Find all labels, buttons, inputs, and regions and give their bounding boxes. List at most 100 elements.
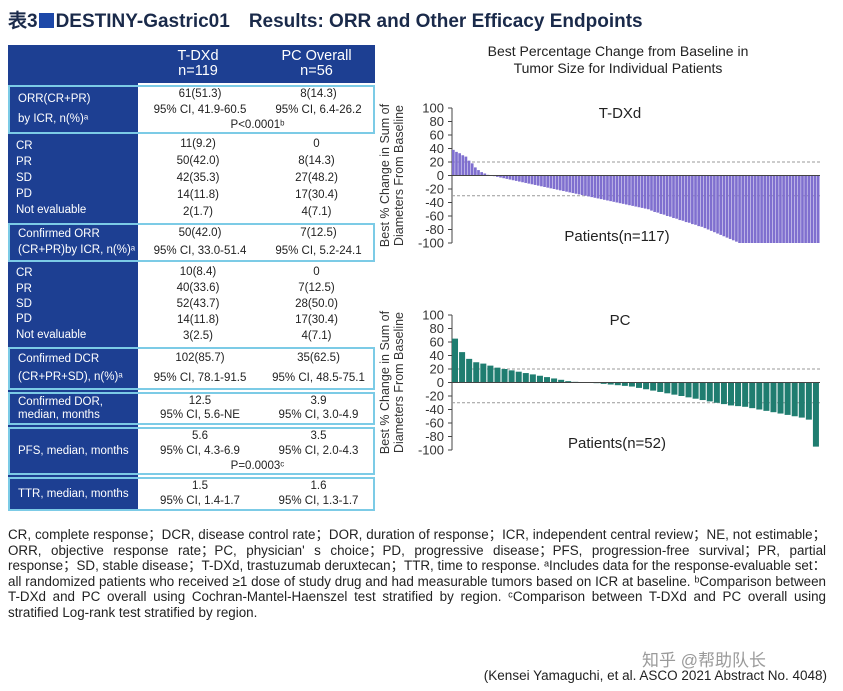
- bar: [713, 382, 720, 403]
- bar: [706, 175, 710, 230]
- bar: [540, 175, 543, 187]
- bar: [801, 175, 804, 243]
- bar: [452, 338, 459, 383]
- header-marker: [38, 13, 54, 28]
- bar: [731, 175, 735, 241]
- bar: [678, 175, 682, 221]
- cell-line: 8(14.3): [300, 88, 337, 101]
- bar: [692, 382, 699, 399]
- cell-line: 61(51.3): [178, 88, 222, 101]
- column-header-line: n=119: [178, 63, 218, 79]
- bar: [700, 175, 704, 227]
- cell-line: 95% CI, 3.0-4.9: [278, 409, 359, 422]
- bar: [530, 175, 534, 185]
- bar: [521, 175, 524, 183]
- bar: [499, 175, 502, 178]
- bar: [756, 382, 763, 410]
- y-tick-label: -60: [425, 416, 444, 431]
- bar: [508, 175, 512, 180]
- cell-line: 50(42.0): [178, 227, 222, 240]
- cell-line: 95% CI, 41.9-60.5: [153, 103, 247, 116]
- bar: [725, 175, 729, 238]
- cell-line: 3.9: [310, 394, 327, 407]
- bar: [536, 175, 540, 186]
- bar: [782, 175, 785, 243]
- bar: [461, 155, 465, 176]
- bar: [685, 382, 692, 398]
- row-label-line: (CR+PR)by ICR, n(%)ᵃ: [18, 243, 136, 256]
- y-axis-label: Best % Change in Sum of: [378, 103, 392, 247]
- row-label-line: ORR(CR+PR): [18, 92, 91, 105]
- bar: [742, 382, 749, 407]
- bar: [496, 175, 499, 177]
- y-axis-label: Diameters From Baseline: [392, 312, 406, 453]
- bar: [618, 175, 622, 204]
- bar: [558, 379, 565, 383]
- cell: 1.5 95% CI, 1.4-1.7: [140, 479, 260, 509]
- row-label-line: Confirmed DCR: [18, 353, 100, 366]
- cell-line: 95% CI, 5.2-24.1: [275, 244, 362, 257]
- bar: [631, 175, 634, 206]
- bar: [628, 382, 635, 387]
- figure-title: Tumor Size for Individual Patients: [514, 60, 723, 76]
- bar: [577, 175, 581, 195]
- column-header: PC Overall n=56: [258, 45, 375, 83]
- cell-line: 102(85.7): [175, 352, 225, 365]
- cell: 10(8.4) 40(33.6) 52(43.7) 14(11.8) 3(2.5): [138, 264, 258, 345]
- cell-line: 35(62.5): [297, 352, 340, 365]
- cell-line: 95% CI, 33.0-51.4: [153, 244, 247, 257]
- bar: [772, 175, 776, 243]
- bar: [706, 382, 713, 402]
- citation: (Kensei Yamaguchi, et al. ASCO 2021 Abst…: [483, 668, 827, 683]
- bar: [769, 175, 773, 243]
- bar: [549, 175, 553, 189]
- y-tick-label: 100: [422, 308, 444, 323]
- bar: [458, 153, 461, 176]
- bar: [464, 156, 468, 176]
- bar: [477, 170, 480, 176]
- row-label-line: (CR+PR+SD), n(%)ᵃ: [18, 370, 123, 383]
- row-label-line: PD: [16, 313, 32, 326]
- bar: [744, 175, 748, 243]
- bar: [662, 175, 666, 215]
- cell: 11(9.2) 50(42.0) 42(35.3) 14(11.8) 2(1.7): [138, 136, 258, 221]
- cell-line: 3.5: [310, 430, 327, 442]
- bar: [565, 381, 572, 383]
- bar: [634, 175, 638, 207]
- header-label: 表3: [8, 11, 38, 32]
- bar: [607, 382, 614, 385]
- bar: [675, 175, 678, 219]
- cell-line: 95% CI, 1.4-1.7: [160, 495, 240, 507]
- y-tick-label: 0: [437, 375, 444, 390]
- cell-line: 5.6: [192, 430, 208, 442]
- table-row: CR PR SD PD Not evaluable 11(9.2) 50(42.0) 42(3…: [8, 136, 375, 221]
- bar: [455, 151, 458, 176]
- cell-line: 7(12.5): [300, 227, 337, 240]
- cell: 61(51.3) 95% CI, 41.9-60.5: [140, 87, 260, 118]
- table-row: TTR, median, months 1.5 95% CI, 1.4-1.7 1.6…: [8, 477, 375, 511]
- bar: [637, 175, 641, 208]
- bar: [524, 175, 528, 183]
- bar: [596, 175, 600, 199]
- row-label-line: SD: [16, 297, 32, 310]
- bar: [691, 175, 694, 225]
- cell-line: 95% CI, 4.3-6.9: [160, 445, 240, 457]
- bar: [797, 175, 801, 243]
- bar: [587, 175, 590, 197]
- column-header-line: PC Overall: [281, 48, 352, 64]
- bar: [494, 367, 501, 383]
- bar: [791, 382, 798, 417]
- y-tick-label: -20: [425, 389, 444, 404]
- cell: 3.9 95% CI, 3.0-4.9: [260, 394, 377, 423]
- table-row: PFS, median, months 5.6 95% CI, 4.3-6.9 3.5…: [8, 427, 375, 475]
- y-tick-label: 20: [430, 362, 444, 377]
- cell: 1.6 95% CI, 1.3-1.7: [260, 479, 377, 509]
- bar: [716, 175, 719, 234]
- bar: [647, 175, 650, 210]
- bar: [753, 175, 757, 243]
- bar: [784, 382, 791, 415]
- bar: [794, 175, 798, 243]
- cell-line: 95% CI, 6.4-26.2: [275, 103, 362, 116]
- cell: 0 8(14.3) 27(48.2) 17(30.4) 4(7.1): [258, 136, 375, 221]
- bar: [807, 175, 811, 243]
